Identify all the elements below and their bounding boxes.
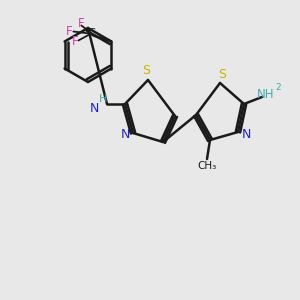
- Text: N: N: [120, 128, 130, 142]
- Text: S: S: [218, 68, 226, 80]
- Text: F: F: [78, 17, 85, 30]
- Text: H: H: [99, 94, 107, 104]
- Text: N: N: [89, 101, 99, 115]
- Text: NH: NH: [257, 88, 275, 100]
- Text: CH₃: CH₃: [197, 161, 217, 171]
- Text: C: C: [88, 28, 95, 38]
- Text: N: N: [241, 128, 251, 140]
- Text: 2: 2: [275, 83, 281, 92]
- Text: S: S: [142, 64, 150, 77]
- Text: F: F: [66, 25, 73, 38]
- Text: F: F: [72, 35, 79, 48]
